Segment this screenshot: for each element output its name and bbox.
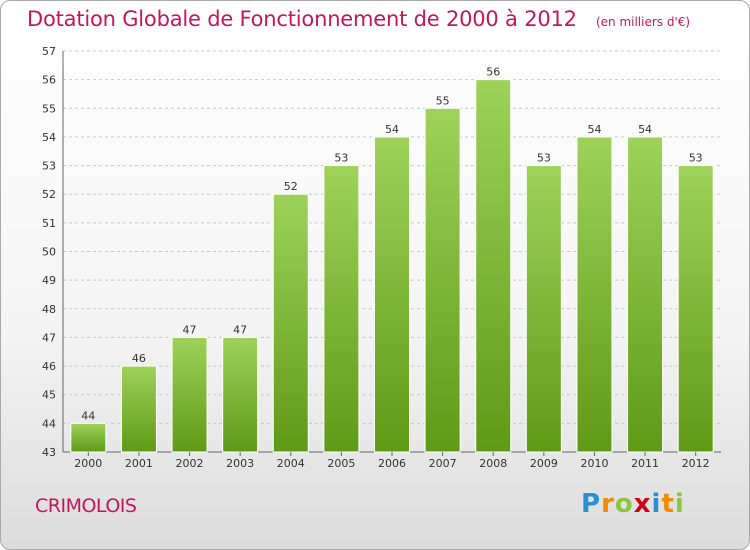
bar <box>576 136 613 453</box>
logo-letter: o <box>614 489 634 519</box>
bar <box>70 422 107 453</box>
logo-letter: i <box>674 489 685 519</box>
y-tick-label: 43 <box>42 446 56 459</box>
bar <box>222 336 259 453</box>
x-tick-label: 2010 <box>580 457 608 470</box>
x-tick-label: 2000 <box>74 457 102 470</box>
data-label: 53 <box>537 152 551 165</box>
bar <box>525 165 562 453</box>
bar <box>120 365 157 453</box>
x-tick-label: 2003 <box>226 457 254 470</box>
x-tick-label: 2012 <box>682 457 710 470</box>
y-tick-label: 55 <box>42 102 56 115</box>
x-tick-label: 2007 <box>429 457 457 470</box>
y-tick-label: 57 <box>42 45 56 58</box>
chart-subtitle: (en milliers d'€) <box>595 15 691 29</box>
x-tick-label: 2006 <box>378 457 406 470</box>
x-tick-label: 2005 <box>327 457 355 470</box>
bar <box>323 165 360 453</box>
x-tick-label: 2001 <box>125 457 153 470</box>
x-tick-label: 2008 <box>479 457 507 470</box>
bar <box>475 79 512 453</box>
bar <box>677 165 714 453</box>
y-tick-label: 49 <box>42 274 56 287</box>
y-tick-label: 46 <box>42 360 56 373</box>
bar <box>272 193 309 453</box>
data-label: 47 <box>233 323 247 336</box>
data-label: 44 <box>81 409 95 422</box>
proxiti-logo[interactable]: Proxiti <box>581 489 685 519</box>
chart-title: Dotation Globale de Fonctionnement de 20… <box>27 7 577 31</box>
bar <box>374 136 410 453</box>
y-tick-label: 51 <box>42 217 56 230</box>
data-label: 53 <box>689 152 703 165</box>
bar <box>424 107 461 453</box>
x-tick-label: 2004 <box>277 457 305 470</box>
title-row: Dotation Globale de Fonctionnement de 20… <box>27 7 690 31</box>
data-label: 54 <box>638 123 652 136</box>
bar <box>171 336 208 453</box>
bar <box>627 136 664 453</box>
data-label: 46 <box>132 352 146 365</box>
logo-letter: r <box>601 489 615 519</box>
commune-name: CRIMOLOIS <box>35 495 137 517</box>
y-tick-label: 56 <box>42 74 56 87</box>
data-label: 47 <box>183 323 197 336</box>
x-tick-label: 2002 <box>176 457 204 470</box>
data-label: 53 <box>334 152 348 165</box>
y-tick-label: 50 <box>42 246 56 259</box>
y-tick-label: 48 <box>42 303 56 316</box>
y-tick-label: 53 <box>42 160 56 173</box>
data-label: 54 <box>385 123 399 136</box>
y-tick-label: 47 <box>42 331 56 344</box>
data-label: 54 <box>587 123 601 136</box>
y-tick-label: 45 <box>42 389 56 402</box>
logo-letter: P <box>581 489 602 519</box>
x-tick-label: 2011 <box>631 457 659 470</box>
data-label: 56 <box>486 66 500 79</box>
y-tick-label: 52 <box>42 188 56 201</box>
y-tick-label: 54 <box>42 131 56 144</box>
x-tick-label: 2009 <box>530 457 558 470</box>
logo-letter: t <box>661 489 675 519</box>
y-tick-label: 44 <box>42 417 56 430</box>
logo-letter: i <box>651 489 662 519</box>
logo-letter: x <box>633 489 652 519</box>
data-label: 55 <box>436 94 450 107</box>
data-label: 52 <box>284 180 298 193</box>
